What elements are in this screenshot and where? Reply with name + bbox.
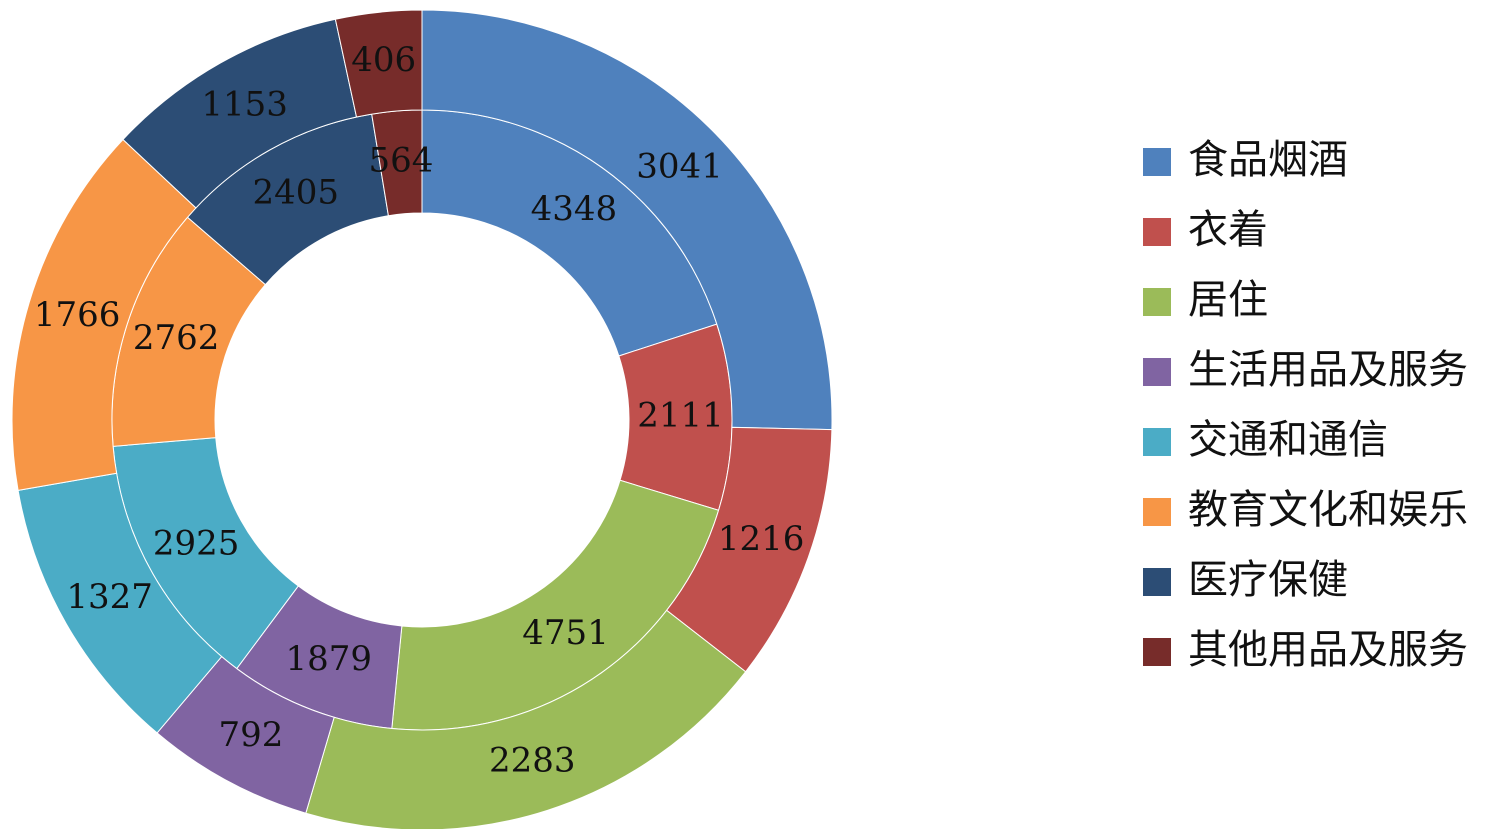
data-label: 2111 xyxy=(637,396,724,436)
data-label: 2925 xyxy=(153,524,240,564)
legend-label: 交通和通信 xyxy=(1188,417,1388,463)
data-label: 4751 xyxy=(522,613,609,653)
slice xyxy=(421,9,833,431)
legend-swatch xyxy=(1143,358,1171,386)
slice xyxy=(334,9,423,118)
data-label: 406 xyxy=(351,40,416,80)
legend-swatch xyxy=(1143,568,1171,596)
legend-label: 其他用品及服务 xyxy=(1188,627,1468,673)
legend-swatch xyxy=(1143,148,1171,176)
data-label: 564 xyxy=(369,140,434,180)
data-label: 2762 xyxy=(133,318,220,358)
legend-label: 衣着 xyxy=(1188,207,1268,253)
data-label: 1216 xyxy=(718,519,805,559)
legend-swatch xyxy=(1143,218,1171,246)
data-label: 1879 xyxy=(286,639,373,679)
legend-label: 居住 xyxy=(1188,277,1268,323)
data-label: 1153 xyxy=(201,85,288,125)
legend-label: 医疗保健 xyxy=(1188,557,1348,603)
legend-swatch xyxy=(1143,288,1171,316)
data-label: 4348 xyxy=(531,189,618,229)
legend-label: 教育文化和娱乐 xyxy=(1188,487,1468,533)
legend-swatch xyxy=(1143,498,1171,526)
data-label: 2405 xyxy=(252,172,339,212)
legend-swatch xyxy=(1143,638,1171,666)
legend-label: 食品烟酒 xyxy=(1188,137,1348,183)
legend-label: 生活用品及服务 xyxy=(1188,347,1468,393)
legend-swatch xyxy=(1143,428,1171,456)
data-label: 3041 xyxy=(636,146,723,186)
data-label: 2283 xyxy=(489,741,576,781)
data-label: 1327 xyxy=(66,577,153,617)
data-label: 792 xyxy=(219,715,284,755)
data-label: 1766 xyxy=(34,295,121,335)
